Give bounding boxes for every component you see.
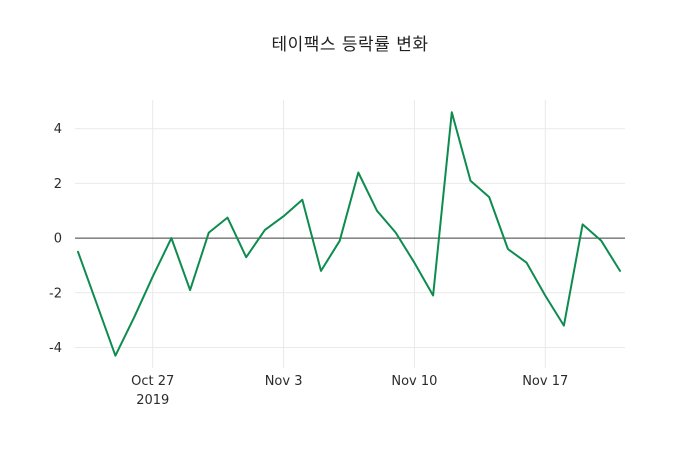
y-tick-label: -4 [49,341,62,356]
chart-title: 테이팩스 등락률 변화 [271,35,429,55]
x-tick-label: Nov 3 [265,374,303,389]
x-tick-label: Nov 10 [391,374,437,389]
data-line [77,111,621,357]
x-tick-year-label: 2019 [136,393,169,408]
x-tick-label: Nov 17 [522,374,568,389]
y-tick-label: 4 [54,122,62,137]
x-tick-label: Oct 27 [131,374,174,389]
y-tick-label: -2 [49,286,62,301]
y-tick-label: 0 [54,232,62,247]
y-tick-label: 2 [54,177,62,192]
